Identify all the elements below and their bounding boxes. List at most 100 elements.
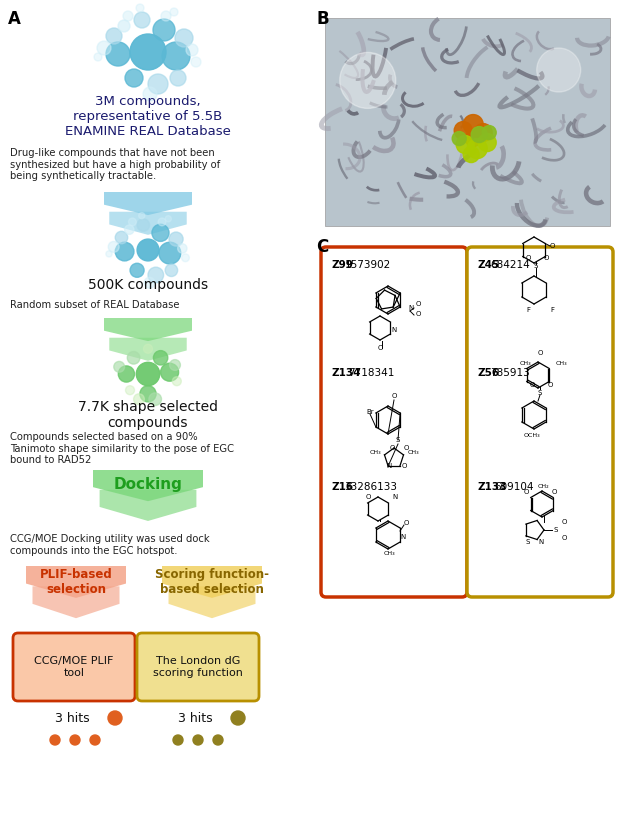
Circle shape bbox=[471, 127, 487, 142]
Text: CH₃: CH₃ bbox=[370, 450, 382, 455]
Circle shape bbox=[161, 11, 171, 21]
FancyBboxPatch shape bbox=[325, 18, 610, 226]
Circle shape bbox=[537, 48, 581, 92]
Text: 7718341: 7718341 bbox=[349, 368, 395, 378]
Circle shape bbox=[115, 232, 128, 244]
Text: Docking: Docking bbox=[114, 477, 183, 492]
Text: CCG/MOE PLIF
tool: CCG/MOE PLIF tool bbox=[35, 656, 114, 678]
Circle shape bbox=[127, 351, 140, 364]
Circle shape bbox=[140, 385, 156, 402]
FancyBboxPatch shape bbox=[467, 247, 613, 597]
Text: O: O bbox=[526, 255, 531, 261]
Circle shape bbox=[134, 394, 144, 404]
Text: A: A bbox=[8, 10, 21, 28]
Circle shape bbox=[108, 241, 119, 252]
Text: CH₃: CH₃ bbox=[520, 361, 532, 366]
Circle shape bbox=[106, 251, 112, 257]
Text: Scoring function-
based selection: Scoring function- based selection bbox=[155, 568, 269, 596]
Circle shape bbox=[115, 242, 134, 261]
Text: 609104: 609104 bbox=[494, 482, 534, 492]
Circle shape bbox=[169, 232, 183, 246]
Circle shape bbox=[193, 735, 203, 745]
Circle shape bbox=[139, 213, 145, 219]
Text: S: S bbox=[534, 263, 539, 269]
Text: O: O bbox=[550, 243, 555, 249]
Circle shape bbox=[160, 363, 178, 381]
Circle shape bbox=[186, 44, 198, 56]
Text: S: S bbox=[554, 527, 558, 533]
Text: O: O bbox=[530, 382, 536, 388]
Circle shape bbox=[125, 385, 135, 394]
Circle shape bbox=[136, 4, 144, 12]
Text: O: O bbox=[366, 494, 371, 500]
Text: O: O bbox=[544, 255, 549, 261]
Circle shape bbox=[173, 735, 183, 745]
Text: 3 hits: 3 hits bbox=[178, 711, 213, 724]
Polygon shape bbox=[26, 566, 126, 598]
Circle shape bbox=[181, 254, 189, 261]
Circle shape bbox=[340, 52, 395, 108]
Circle shape bbox=[123, 11, 133, 21]
Text: 684214: 684214 bbox=[491, 260, 530, 270]
Circle shape bbox=[170, 8, 178, 16]
Text: S: S bbox=[538, 390, 542, 396]
Text: O: O bbox=[390, 445, 395, 451]
Circle shape bbox=[118, 20, 130, 32]
Text: Z16: Z16 bbox=[332, 482, 354, 492]
Text: O: O bbox=[416, 311, 421, 317]
Circle shape bbox=[114, 361, 125, 372]
Circle shape bbox=[454, 122, 472, 140]
Text: O: O bbox=[402, 463, 407, 469]
Text: CH₃: CH₃ bbox=[408, 450, 420, 455]
Circle shape bbox=[456, 136, 474, 154]
Circle shape bbox=[144, 344, 152, 353]
Text: 1573902: 1573902 bbox=[344, 260, 391, 270]
Text: O: O bbox=[538, 350, 544, 356]
Text: Br: Br bbox=[366, 409, 374, 415]
Text: CH₃: CH₃ bbox=[384, 551, 395, 556]
Text: N: N bbox=[386, 463, 391, 469]
Circle shape bbox=[165, 264, 178, 276]
Circle shape bbox=[97, 41, 111, 55]
Polygon shape bbox=[104, 192, 192, 215]
Text: C: C bbox=[316, 238, 328, 256]
Text: CH₂: CH₂ bbox=[538, 484, 550, 489]
Circle shape bbox=[94, 53, 102, 61]
Text: O: O bbox=[404, 520, 409, 526]
Circle shape bbox=[154, 351, 168, 365]
Text: N: N bbox=[392, 494, 397, 500]
Text: O: O bbox=[416, 301, 421, 307]
Circle shape bbox=[172, 377, 181, 385]
Circle shape bbox=[136, 362, 160, 385]
Circle shape bbox=[170, 70, 186, 86]
Text: 33286133: 33286133 bbox=[344, 482, 397, 492]
Text: F: F bbox=[526, 307, 530, 313]
Circle shape bbox=[162, 42, 190, 70]
Circle shape bbox=[463, 146, 479, 163]
Circle shape bbox=[170, 360, 180, 370]
Circle shape bbox=[148, 267, 164, 283]
Text: PLIF-based
selection: PLIF-based selection bbox=[39, 568, 112, 596]
Text: The London dG
scoring function: The London dG scoring function bbox=[153, 656, 243, 678]
Text: Z133: Z133 bbox=[478, 482, 507, 492]
Circle shape bbox=[213, 735, 223, 745]
Circle shape bbox=[465, 131, 481, 146]
Circle shape bbox=[144, 277, 155, 289]
Polygon shape bbox=[109, 337, 187, 361]
Circle shape bbox=[137, 239, 159, 261]
Polygon shape bbox=[99, 490, 196, 521]
Text: N: N bbox=[538, 539, 543, 545]
Circle shape bbox=[478, 133, 496, 151]
Circle shape bbox=[130, 34, 166, 70]
Text: Drug-like compounds that have not been
synthesized but have a high probability o: Drug-like compounds that have not been s… bbox=[10, 148, 220, 181]
Text: N: N bbox=[400, 534, 405, 540]
Polygon shape bbox=[168, 586, 255, 619]
Circle shape bbox=[108, 711, 122, 725]
Circle shape bbox=[143, 87, 157, 101]
Text: O: O bbox=[392, 393, 397, 399]
Circle shape bbox=[191, 57, 201, 67]
Text: O: O bbox=[404, 445, 409, 451]
FancyBboxPatch shape bbox=[13, 633, 135, 701]
Text: 3 hits: 3 hits bbox=[55, 711, 89, 724]
Circle shape bbox=[125, 69, 143, 87]
